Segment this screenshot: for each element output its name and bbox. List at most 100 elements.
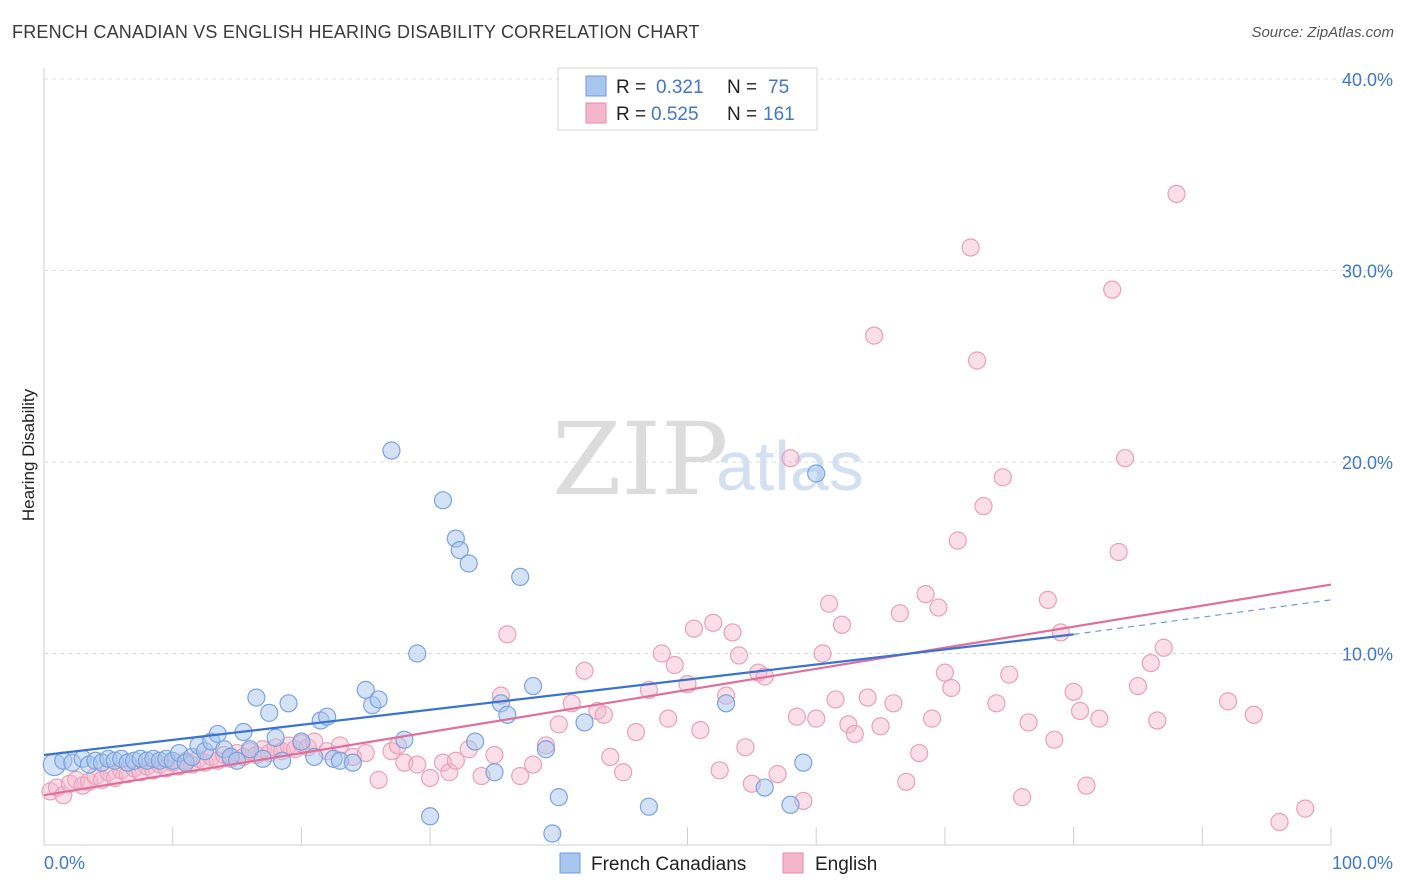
english-point <box>807 709 826 728</box>
english-point <box>736 738 755 757</box>
english-point <box>1038 590 1057 609</box>
english-point <box>523 755 543 774</box>
english-point <box>781 449 800 468</box>
english-point <box>1154 638 1173 657</box>
english-point <box>1064 682 1083 701</box>
english-point <box>594 705 613 724</box>
english-point <box>967 351 987 370</box>
bottom-legend-swatch-pink <box>782 852 804 874</box>
english-point <box>897 772 916 791</box>
french-canadian-point <box>266 728 285 747</box>
french-canadian-point <box>543 824 562 843</box>
english-point <box>916 585 935 604</box>
english-point <box>787 707 806 726</box>
english-point <box>845 724 864 744</box>
grid-lines <box>44 78 1392 654</box>
english-point <box>922 709 942 728</box>
french-canadian-point <box>549 788 568 807</box>
english-point <box>910 743 929 763</box>
chart-title: FRENCH CANADIAN VS ENGLISH HEARING DISAB… <box>12 22 700 42</box>
watermark-zip: ZIP <box>552 401 728 518</box>
trend-lines <box>43 583 1332 797</box>
english-point <box>1148 711 1167 730</box>
bottom-legend: French Canadians English <box>559 852 877 875</box>
english-point <box>948 531 967 550</box>
english-point <box>1051 623 1070 642</box>
english-point <box>826 690 845 709</box>
french-canadian-point <box>794 753 813 772</box>
english-point <box>1270 812 1289 832</box>
english-point <box>1090 709 1109 728</box>
legend: R = 0.321 N = 75 R = 0.525 N = 161 <box>557 67 818 131</box>
english-point <box>408 755 427 774</box>
french-canadian-point <box>575 713 594 732</box>
legend-r-value-2: 0.525 <box>651 104 699 125</box>
french-canadian-point <box>639 797 658 816</box>
legend-n-value-1: 75 <box>768 77 789 98</box>
french-canadian-point <box>408 644 427 663</box>
french-canadian-point <box>247 688 266 707</box>
axes <box>43 68 1332 846</box>
english-point <box>1141 653 1160 673</box>
french-canadian-point <box>450 540 469 560</box>
english-point <box>1103 280 1122 299</box>
legend-n-label-2: N = <box>727 104 757 125</box>
french-canadian-point <box>536 740 556 759</box>
english-point <box>929 598 948 617</box>
french-canadian-point <box>279 694 298 713</box>
english-point <box>652 644 671 663</box>
english-point <box>729 646 749 665</box>
english-point <box>549 715 568 734</box>
y-axis-label: Hearing Disability <box>19 388 38 521</box>
english-point <box>993 468 1012 487</box>
french-canadian-trend-line <box>43 633 1074 757</box>
english-point <box>485 745 504 765</box>
english-point <box>356 743 375 763</box>
english-point <box>1070 701 1090 721</box>
english-point <box>1000 665 1019 684</box>
french-canadian-point <box>395 730 414 749</box>
english-point <box>813 644 832 663</box>
english-point <box>1296 799 1315 818</box>
french-canadian-point <box>485 763 504 782</box>
english-point <box>1013 788 1032 807</box>
english-trend-line <box>43 583 1332 797</box>
english-point <box>1218 692 1238 711</box>
legend-swatch-blue <box>585 75 607 97</box>
english-point <box>440 763 459 782</box>
x-tick-label-0: 0.0% <box>44 853 85 873</box>
x-tick-label-100: 100.0% <box>1332 853 1393 873</box>
y-tick-label-40: 40.0% <box>1342 70 1393 90</box>
english-point <box>884 694 903 713</box>
french-canadian-point <box>260 703 279 722</box>
english-point <box>614 763 633 782</box>
french-canadian-point <box>240 740 260 759</box>
bottom-legend-swatch-blue <box>559 852 581 874</box>
french-canadian-point <box>523 676 543 696</box>
english-point <box>421 768 440 788</box>
english-point <box>1167 184 1186 203</box>
english-point <box>832 615 852 634</box>
english-point <box>890 604 909 623</box>
english-point <box>987 694 1006 713</box>
english-point <box>1115 449 1135 468</box>
french-canadian-point <box>421 807 440 826</box>
french-canadian-point <box>433 491 453 510</box>
french-canadian-point <box>717 694 736 713</box>
french-canadian-point <box>343 753 362 772</box>
english-point <box>1045 730 1064 749</box>
english-point <box>601 747 620 767</box>
french-canadian-point <box>807 464 826 483</box>
bottom-legend-french-canadians: French Canadians <box>591 854 746 875</box>
source-label: Source: ZipAtlas.com <box>1251 24 1394 41</box>
legend-r-label-2: R = <box>616 104 646 125</box>
watermark-atlas: atlas <box>716 427 864 505</box>
english-point <box>1109 542 1128 562</box>
bottom-legend-english: English <box>815 854 877 875</box>
english-point <box>819 594 839 613</box>
english-point <box>1128 676 1148 696</box>
french-canadian-point <box>511 567 530 587</box>
english-point <box>575 661 594 680</box>
legend-n-value-2: 161 <box>763 104 795 125</box>
